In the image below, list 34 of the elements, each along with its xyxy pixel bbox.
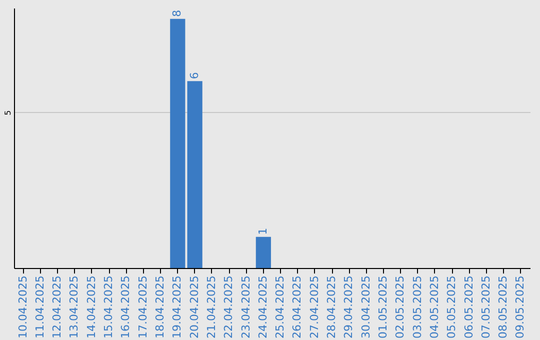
- x-tick-label: 07.05.2025: [479, 276, 492, 338]
- x-tick-label: 01.05.2025: [376, 276, 390, 338]
- x-tick-label: 03.05.2025: [410, 276, 424, 338]
- x-tick-label: 02.05.2025: [394, 276, 407, 338]
- x-tick-label: 04.05.2025: [428, 276, 441, 338]
- x-tick-label: 11.04.2025: [33, 276, 46, 338]
- x-tick-label: 15.04.2025: [102, 276, 116, 338]
- x-tick-label: 28.04.2025: [325, 276, 338, 338]
- data-label: 6: [188, 72, 201, 80]
- x-tick-label: 06.05.2025: [462, 276, 476, 338]
- x-tick-label: 18.04.2025: [153, 276, 166, 338]
- x-tick-label: 09.05.2025: [514, 276, 527, 338]
- x-tick-label: 20.04.2025: [188, 276, 201, 338]
- x-tick-label: 19.04.2025: [170, 276, 184, 338]
- x-tick-label: 27.04.2025: [308, 276, 321, 338]
- x-tick-label: 21.04.2025: [204, 276, 218, 338]
- x-tick-label: 08.05.2025: [496, 276, 510, 338]
- x-tick-label: 22.04.2025: [222, 276, 236, 338]
- x-tick-label: 16.04.2025: [119, 276, 132, 338]
- y-tick-label: 5: [4, 110, 12, 116]
- data-label: 1: [256, 228, 270, 235]
- data-label: 8: [170, 10, 184, 17]
- x-tick-label: 05.05.2025: [445, 276, 458, 338]
- x-tick-label: 29.04.2025: [342, 276, 356, 338]
- x-tick-label: 30.04.2025: [359, 276, 372, 338]
- x-tick-label: 12.04.2025: [50, 276, 64, 338]
- x-tick-label: 23.04.2025: [239, 276, 252, 338]
- x-tick-label: 13.04.2025: [68, 276, 81, 338]
- x-tick-label: 10.04.2025: [16, 276, 30, 338]
- x-tick-label: 17.04.2025: [136, 276, 150, 338]
- x-tick-label: 14.04.2025: [84, 276, 98, 338]
- x-tick-label: 24.04.2025: [256, 276, 270, 338]
- x-tick-label: 26.04.2025: [290, 276, 304, 338]
- x-tick-label: 25.04.2025: [274, 276, 287, 338]
